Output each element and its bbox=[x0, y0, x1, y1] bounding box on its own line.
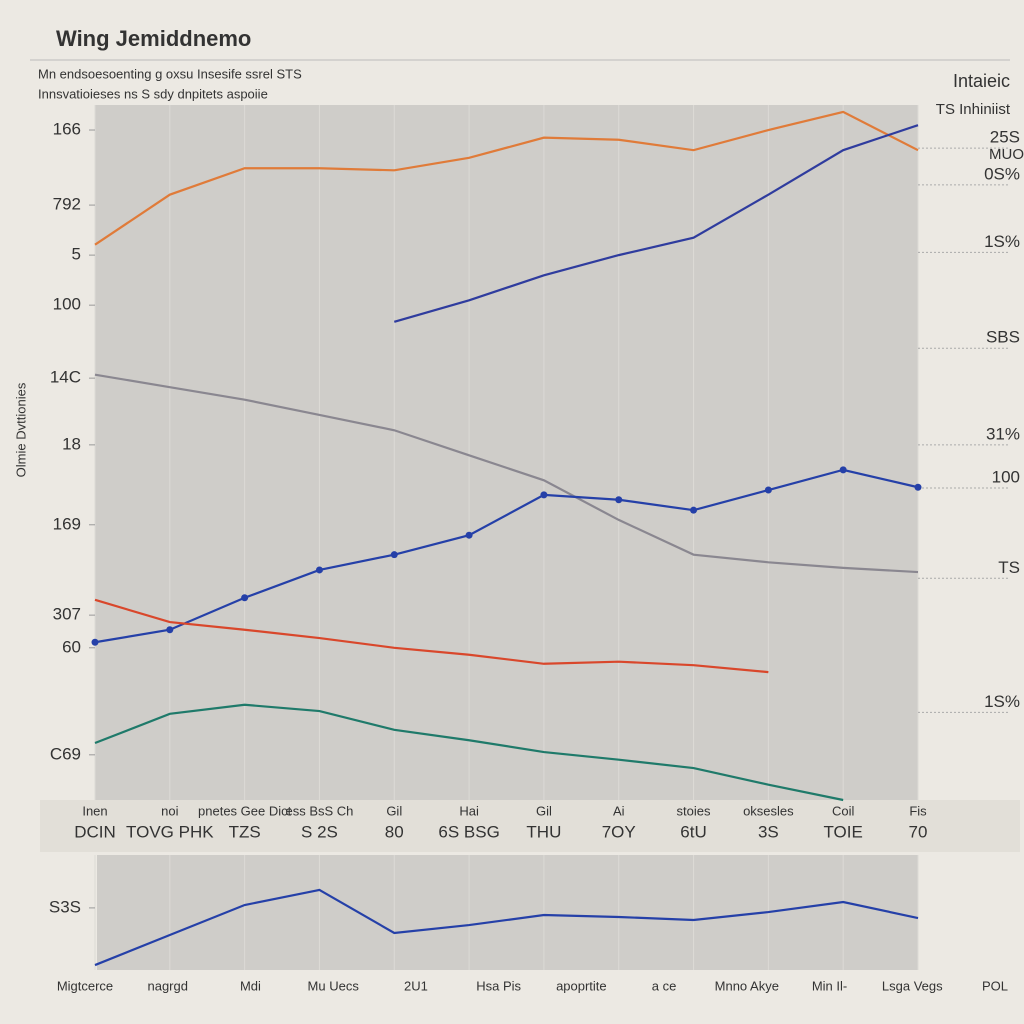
point bbox=[540, 491, 548, 499]
y-tick-label: 169 bbox=[53, 514, 81, 533]
y-tick-label: 14C bbox=[50, 368, 81, 387]
x-tick-label: 2U1 bbox=[404, 978, 428, 993]
x-tick-label: Migtcerce bbox=[57, 978, 113, 993]
y-tick-label: 307 bbox=[53, 605, 81, 624]
x-tick-label: Hsa Pis bbox=[476, 978, 521, 993]
x-tick-sublabel: 7OY bbox=[602, 822, 636, 841]
x-tick-sublabel: 6tU bbox=[680, 822, 706, 841]
x-tick-label: Coil bbox=[832, 803, 855, 818]
x-tick-sublabel: TZS bbox=[229, 822, 261, 841]
series-line bbox=[94, 598, 769, 674]
x-tick-sublabel: 6S BSG bbox=[438, 822, 499, 841]
x-tick-label: pnetes Gee Dict bbox=[198, 803, 292, 818]
series-line bbox=[94, 110, 919, 246]
x-tick-label: apoprtite bbox=[556, 978, 607, 993]
series-line bbox=[94, 468, 919, 644]
x-tick-label: Mu Uecs bbox=[308, 978, 360, 993]
y-tick-label: S3S bbox=[49, 897, 81, 916]
y2-tick-label: 25S bbox=[990, 128, 1020, 147]
x-tick-label: Ai bbox=[613, 803, 625, 818]
point bbox=[764, 486, 772, 494]
point bbox=[390, 551, 398, 559]
x-tick-sublabel: TOIE bbox=[823, 822, 862, 841]
y-tick-label: 60 bbox=[62, 637, 81, 656]
y-tick-label: 5 bbox=[72, 245, 81, 264]
x-tick-label: nagrgd bbox=[147, 978, 187, 993]
point bbox=[465, 531, 473, 539]
subtitle: Mn endsoesoenting g oxsu Insesife ssrel … bbox=[38, 66, 302, 81]
corner-label: MUO bbox=[989, 146, 1024, 163]
x-tick-sublabel: 80 bbox=[385, 822, 404, 841]
y-tick-label: 792 bbox=[53, 195, 81, 214]
x-tick-sublabel: DCIN bbox=[74, 822, 116, 841]
x-tick-label: stoies bbox=[677, 803, 711, 818]
x-tick-label: Min Il- bbox=[812, 978, 847, 993]
x-tick-label: ess BsS Ch bbox=[285, 803, 353, 818]
y-tick-label: 100 bbox=[53, 295, 81, 314]
x-tick-label: POL bbox=[982, 978, 1008, 993]
x-tick-label: Lsga Vegs bbox=[882, 978, 943, 993]
x-tick-label: Mnno Akye bbox=[715, 978, 779, 993]
series-line bbox=[94, 373, 919, 574]
y2-tick-label: 0S% bbox=[984, 164, 1020, 183]
y2-tick-label: 1S% bbox=[984, 232, 1020, 251]
x-tick-sublabel: 70 bbox=[909, 822, 928, 841]
x-tick-sublabel: THU bbox=[526, 822, 561, 841]
x-tick-label: oksesles bbox=[743, 803, 794, 818]
x-tick-sublabel: S 2S bbox=[301, 822, 338, 841]
y2-tick-label: TS bbox=[998, 558, 1020, 577]
y2-tick-label: SBS bbox=[986, 328, 1020, 347]
y2-tick-label: 100 bbox=[992, 467, 1020, 486]
point bbox=[839, 466, 847, 474]
y-tick-label: 166 bbox=[53, 120, 81, 139]
x-axis-band bbox=[40, 800, 1020, 852]
corner-label: Intaieic bbox=[953, 71, 1010, 91]
subtitle: Innsvatioieses ns S sdy dnpitets aspoiie bbox=[38, 86, 268, 101]
point bbox=[315, 566, 323, 574]
y-axis-label: Olmie Dvttionies bbox=[13, 382, 28, 477]
x-tick-label: a ce bbox=[652, 978, 677, 993]
x-tick-label: Fis bbox=[909, 803, 927, 818]
lower-plot-panel bbox=[97, 855, 918, 970]
x-tick-label: Gil bbox=[536, 803, 552, 818]
y2-tick-label: 31% bbox=[986, 424, 1020, 443]
point bbox=[91, 638, 99, 646]
x-tick-sublabel: 3S bbox=[758, 822, 779, 841]
point bbox=[166, 626, 174, 634]
x-tick-sublabel: TOVG PHK bbox=[126, 822, 214, 841]
y-tick-label: 18 bbox=[62, 434, 81, 453]
point bbox=[615, 496, 623, 504]
x-tick-label: Mdi bbox=[240, 978, 261, 993]
point bbox=[690, 506, 698, 514]
series-line bbox=[393, 124, 919, 323]
y-tick-label: C69 bbox=[50, 744, 81, 763]
x-tick-label: Gil bbox=[386, 803, 402, 818]
chart-title: Wing Jemiddnemo bbox=[56, 26, 251, 51]
plot-panel bbox=[95, 105, 918, 800]
x-tick-label: Hai bbox=[459, 803, 479, 818]
x-tick-label: Inen bbox=[82, 803, 107, 818]
x-tick-label: noi bbox=[161, 803, 178, 818]
series-line bbox=[94, 703, 844, 802]
point bbox=[914, 483, 922, 491]
series-line bbox=[94, 888, 919, 967]
point bbox=[241, 594, 249, 602]
y2-tick-label: 1S% bbox=[984, 692, 1020, 711]
corner-label: TS Inhiniist bbox=[936, 101, 1011, 118]
